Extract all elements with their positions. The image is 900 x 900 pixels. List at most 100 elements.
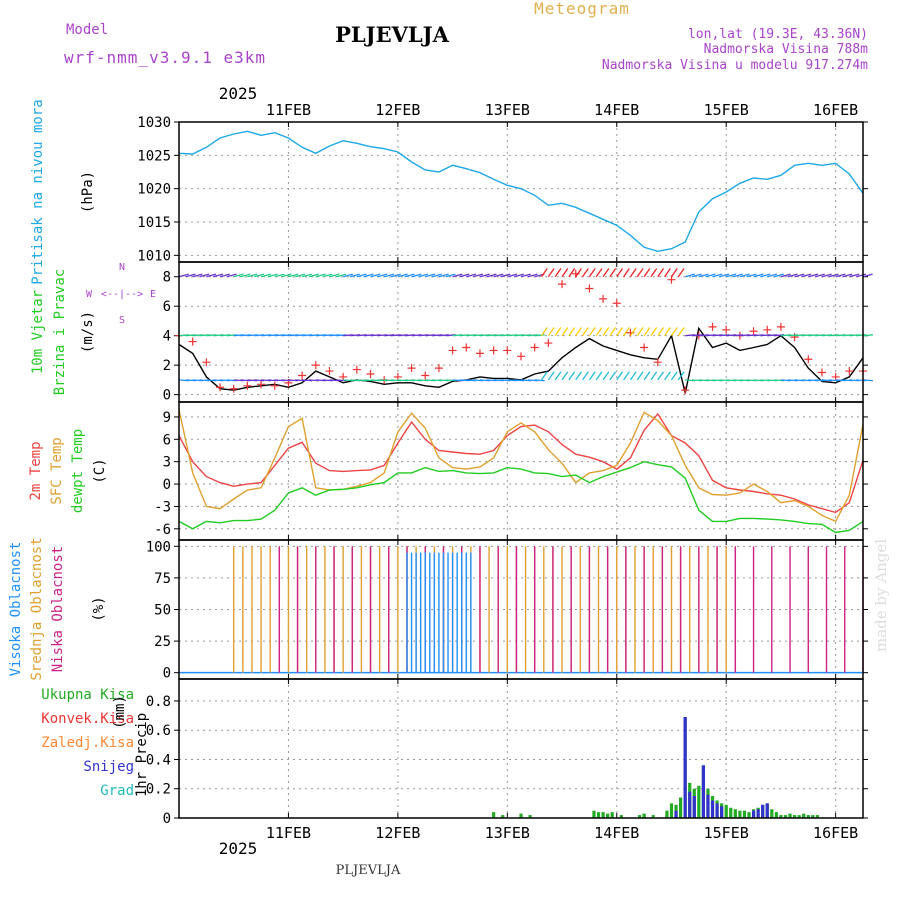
y-tick-label-clouds: 0 bbox=[163, 666, 171, 682]
wind-arrow bbox=[602, 268, 610, 278]
wind-arrow bbox=[527, 273, 538, 278]
gust-marker bbox=[298, 371, 307, 380]
gust-marker bbox=[188, 337, 197, 346]
wind-arrow bbox=[295, 273, 306, 278]
pressure-unit: (hPa) bbox=[80, 171, 96, 213]
wind-arrow bbox=[862, 273, 873, 278]
precip-bar bbox=[720, 806, 724, 818]
gust-marker bbox=[817, 368, 826, 377]
wind-arrow bbox=[773, 273, 784, 278]
y-tick-label-wind: 6 bbox=[163, 299, 171, 315]
wind-arrow bbox=[384, 273, 395, 278]
wind-arrow bbox=[575, 371, 582, 381]
precip-ylabel: 1hr Precip bbox=[134, 713, 150, 797]
year-bottom: 2025 bbox=[219, 839, 258, 858]
precip-bar bbox=[774, 812, 778, 818]
wind-arrow bbox=[623, 371, 630, 381]
gust-marker bbox=[776, 322, 785, 331]
gust-marker bbox=[325, 367, 334, 376]
y-tick-label-temperature: -6 bbox=[154, 522, 171, 538]
date-label-top: 13FEB bbox=[485, 101, 530, 119]
location-text: lon,lat (19.3E, 43.36N) bbox=[688, 27, 868, 42]
gust-marker bbox=[462, 343, 471, 352]
wind-arrow bbox=[677, 268, 685, 278]
temp-ylabel: 2m Temp bbox=[28, 441, 44, 500]
wind-arrow bbox=[588, 268, 596, 278]
y-tick-label-pressure: 1020 bbox=[137, 182, 171, 198]
gust-marker bbox=[831, 372, 840, 381]
date-label-bottom: 12FEB bbox=[375, 824, 420, 842]
gust-marker bbox=[257, 380, 266, 389]
wind-arrow bbox=[664, 268, 671, 278]
precip-legend-item: Grad bbox=[100, 783, 134, 799]
wind-arrow bbox=[595, 268, 603, 278]
precip-bar bbox=[733, 809, 737, 818]
wind-arrow bbox=[520, 273, 531, 278]
wind-arrow bbox=[479, 273, 490, 278]
temp-unit: (C) bbox=[92, 458, 108, 483]
precip-unit: (mm) bbox=[112, 695, 128, 729]
date-label-top: 14FEB bbox=[594, 101, 639, 119]
y-tick-label-temperature: 3 bbox=[163, 455, 171, 471]
precip-bar bbox=[806, 815, 810, 818]
wind-arrow bbox=[623, 268, 630, 278]
precip-bar bbox=[601, 812, 605, 818]
wind-arrow bbox=[554, 371, 562, 381]
model-name: wrf-nmm_v3.9.1 e3km bbox=[64, 48, 266, 67]
precip-bar bbox=[797, 815, 801, 818]
wind-arrow bbox=[349, 273, 360, 278]
precip-bar bbox=[519, 813, 523, 818]
precip-bar bbox=[742, 810, 747, 818]
wind-arrow bbox=[561, 268, 569, 278]
wind-arrow bbox=[342, 273, 353, 278]
wind-arrow bbox=[767, 273, 778, 278]
wind-arrow bbox=[540, 268, 548, 278]
wind-arrow bbox=[199, 273, 210, 278]
wind-arrow bbox=[849, 273, 860, 278]
wind-arrow bbox=[329, 273, 340, 278]
y-tick-label-pressure: 1010 bbox=[137, 248, 171, 264]
wind-arrow bbox=[623, 327, 630, 337]
wind-arrow bbox=[233, 273, 244, 278]
precip-bar bbox=[642, 813, 646, 818]
panel-frame-precip bbox=[178, 678, 864, 819]
wind-arrow bbox=[582, 268, 589, 278]
wind-arrow bbox=[459, 273, 470, 278]
wind-arrow bbox=[595, 371, 603, 381]
altitude-text: Nadmorska Visina 788m bbox=[704, 42, 869, 57]
wind-arrow bbox=[629, 327, 637, 337]
wind-arrow bbox=[677, 327, 685, 337]
precip-bar bbox=[596, 812, 601, 818]
y-tick-label-pressure: 1015 bbox=[137, 215, 171, 231]
wind-arrow bbox=[397, 273, 408, 278]
wind-arrow bbox=[336, 273, 347, 278]
wind-arrow bbox=[356, 273, 367, 278]
date-label-top: 12FEB bbox=[375, 101, 420, 119]
cloud-ylabel: Visoka Oblacnost bbox=[8, 542, 24, 677]
date-label-top: 16FEB bbox=[813, 101, 858, 119]
y-tick-label-clouds: 50 bbox=[154, 603, 171, 619]
wind-arrow bbox=[540, 371, 548, 381]
gust-marker bbox=[612, 299, 621, 308]
wind-arrow bbox=[404, 273, 415, 278]
gust-marker bbox=[681, 386, 690, 395]
wind-arrow bbox=[787, 273, 798, 278]
wind-arrow bbox=[588, 371, 596, 381]
wind-arrow bbox=[534, 334, 545, 337]
precip-legend-item: Snijeg bbox=[83, 759, 134, 775]
y-tick-label-precip: 0.8 bbox=[146, 694, 171, 710]
series-pritisak-na-nivou-mora bbox=[178, 130, 864, 253]
wind-unit: (m/s) bbox=[80, 311, 96, 353]
wind-arrow bbox=[568, 371, 576, 381]
gust-marker bbox=[475, 349, 484, 358]
y-tick-label-precip: 0.2 bbox=[146, 782, 171, 798]
wind-arrow bbox=[643, 371, 651, 381]
wind-arrow bbox=[493, 273, 504, 278]
wind-arrow bbox=[691, 273, 702, 278]
wind-arrow bbox=[178, 273, 189, 278]
wind-arrow bbox=[862, 334, 874, 337]
wind-arrow bbox=[595, 327, 603, 337]
wind-arrow bbox=[602, 371, 610, 381]
wind-arrow bbox=[828, 273, 839, 278]
gust-marker bbox=[393, 372, 402, 381]
